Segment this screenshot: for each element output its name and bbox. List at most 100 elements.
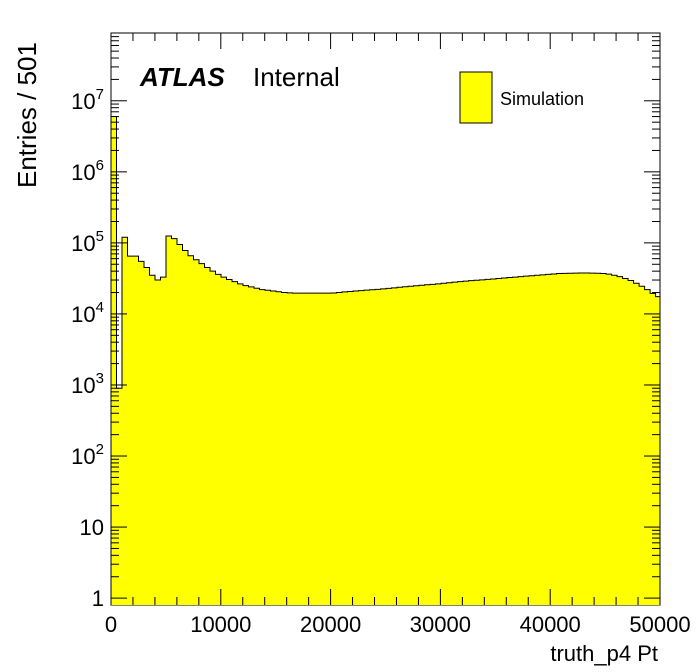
histogram-bin xyxy=(221,277,227,605)
histogram-bin xyxy=(149,275,156,605)
histogram-bin xyxy=(375,289,381,605)
histogram-bin xyxy=(496,278,502,605)
histogram-bin xyxy=(435,283,442,605)
histogram-bin xyxy=(287,292,293,605)
histogram-bin xyxy=(441,283,447,605)
histogram-bin xyxy=(468,280,475,605)
histogram-bin xyxy=(281,292,288,605)
histogram-bin xyxy=(364,290,370,605)
y-tick-label: 1 xyxy=(92,586,104,611)
histogram-bin xyxy=(606,274,612,605)
histogram-bin xyxy=(254,288,260,605)
legend-entry-simulation: Simulation xyxy=(500,89,584,109)
y-tick-label: 102 xyxy=(71,441,104,469)
histogram-bin xyxy=(523,276,530,605)
histogram-bin xyxy=(248,286,255,605)
histogram-bin xyxy=(584,272,590,605)
histogram-layer xyxy=(110,116,661,606)
histogram-bin xyxy=(485,279,491,605)
histogram-bin xyxy=(650,293,656,605)
histogram-bin xyxy=(380,288,387,605)
histogram-bin xyxy=(424,284,431,605)
histogram-bin xyxy=(270,291,277,605)
x-tick-label: 20000 xyxy=(300,612,361,637)
histogram-bin xyxy=(490,279,497,605)
legend-swatch xyxy=(459,71,493,124)
histogram-bin xyxy=(540,274,546,605)
histogram-bin xyxy=(573,273,579,605)
histogram-bin xyxy=(226,279,233,605)
histogram-bin xyxy=(633,283,640,605)
histogram-bin xyxy=(116,388,123,605)
x-tick-label: 50000 xyxy=(629,612,690,637)
histogram-bin xyxy=(353,291,359,605)
histogram-bin xyxy=(177,244,183,605)
histogram-bin xyxy=(347,291,354,605)
histogram-bin xyxy=(402,286,409,605)
x-tick-label: 0 xyxy=(105,612,117,637)
histogram-bin xyxy=(501,278,508,605)
histogram-bin xyxy=(237,283,244,605)
histogram-bin xyxy=(111,116,117,605)
histogram-bin xyxy=(320,293,326,605)
histogram-bin xyxy=(193,259,200,605)
histogram-bin xyxy=(391,287,398,605)
histogram-bin xyxy=(122,237,128,605)
histogram-bin xyxy=(578,272,585,605)
histogram-bin xyxy=(386,288,392,605)
histogram-bin xyxy=(171,238,178,605)
histogram-bin xyxy=(232,281,238,605)
histogram-bin xyxy=(127,256,134,605)
histogram-bin xyxy=(309,293,315,605)
y-tick-label: 104 xyxy=(71,299,104,327)
histogram-bin xyxy=(138,261,145,605)
histogram-bin xyxy=(265,290,271,605)
histogram-bin xyxy=(133,256,139,605)
histogram-bin xyxy=(474,280,480,605)
x-tick-labels: 0 10000 20000 30000 40000 50000 xyxy=(105,612,691,637)
histogram-bin xyxy=(617,276,623,605)
histogram-bin xyxy=(556,273,563,605)
histogram-bin xyxy=(611,275,618,605)
histogram-bin xyxy=(292,293,299,605)
histogram-bin xyxy=(199,263,205,605)
histogram-bin xyxy=(298,293,304,605)
histogram-bin xyxy=(600,273,607,605)
histogram-bin xyxy=(622,278,629,605)
y-tick-label: 106 xyxy=(71,157,104,185)
histogram-bin xyxy=(457,281,464,605)
x-axis-label: truth_p4 Pt xyxy=(550,641,658,666)
histogram-bin xyxy=(413,285,420,605)
histogram-bin xyxy=(446,282,453,605)
x-tick-label: 10000 xyxy=(190,612,251,637)
histogram-bin xyxy=(160,277,167,605)
histogram-bin xyxy=(303,293,310,605)
atlas-label: ATLAS xyxy=(139,62,225,92)
histogram-bin xyxy=(589,273,596,605)
histogram-bin xyxy=(204,267,211,605)
histogram-bin xyxy=(408,286,414,605)
histogram-bin xyxy=(562,273,568,605)
histogram-bin xyxy=(325,293,332,605)
histogram-bin xyxy=(534,275,541,605)
histogram-bin xyxy=(259,289,266,605)
histogram-outline xyxy=(110,116,661,605)
histogram-bin xyxy=(529,275,535,605)
histogram-bin xyxy=(419,285,425,605)
y-tick-label: 10 xyxy=(80,515,104,540)
histogram-bin xyxy=(551,273,557,605)
y-tick-label: 105 xyxy=(71,228,104,256)
histogram-bin xyxy=(430,284,436,605)
histogram-bin xyxy=(479,279,486,605)
histogram-bin xyxy=(331,293,337,605)
histogram-bin xyxy=(276,291,282,605)
histogram-bin xyxy=(518,276,524,605)
histogram-bin xyxy=(595,273,601,605)
histogram-bin xyxy=(155,280,161,605)
histogram-bin xyxy=(182,250,189,606)
y-axis-label: Entries / 501 xyxy=(12,42,42,188)
x-tick-label: 40000 xyxy=(520,612,581,637)
histogram-bin xyxy=(358,290,365,605)
histogram-bin xyxy=(314,293,321,605)
